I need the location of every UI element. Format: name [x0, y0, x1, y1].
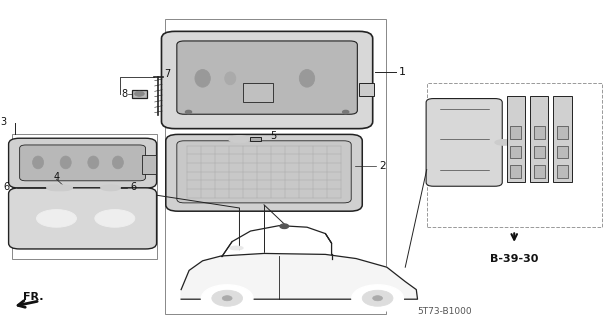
Ellipse shape: [95, 210, 135, 227]
Bar: [534, 165, 545, 178]
Circle shape: [362, 290, 393, 306]
Text: 2: 2: [379, 161, 386, 172]
Bar: [510, 146, 521, 158]
Ellipse shape: [60, 156, 71, 169]
Circle shape: [134, 91, 144, 96]
Circle shape: [352, 285, 403, 312]
Text: B-39-30: B-39-30: [490, 254, 538, 264]
Ellipse shape: [195, 69, 210, 87]
Ellipse shape: [228, 136, 251, 143]
Ellipse shape: [47, 185, 66, 191]
Text: 8: 8: [121, 89, 127, 99]
Text: 7: 7: [165, 68, 171, 79]
Ellipse shape: [225, 72, 236, 85]
Ellipse shape: [343, 110, 349, 114]
Bar: [534, 146, 545, 158]
Bar: [557, 146, 568, 158]
Ellipse shape: [230, 246, 243, 250]
Bar: [132, 90, 147, 98]
Bar: [530, 96, 548, 182]
FancyBboxPatch shape: [177, 141, 351, 203]
Bar: [250, 137, 261, 141]
Bar: [513, 140, 522, 144]
Bar: [359, 83, 374, 96]
Polygon shape: [181, 253, 418, 299]
Circle shape: [212, 290, 243, 306]
Ellipse shape: [101, 185, 120, 191]
Ellipse shape: [185, 110, 192, 114]
FancyBboxPatch shape: [161, 31, 373, 129]
Ellipse shape: [53, 185, 72, 191]
Text: 5T73-B1000: 5T73-B1000: [418, 308, 472, 316]
Bar: [534, 126, 545, 139]
Bar: [510, 165, 521, 178]
Ellipse shape: [37, 210, 76, 227]
Bar: [553, 96, 572, 182]
Bar: [557, 126, 568, 139]
Bar: [12, 134, 157, 259]
Bar: [165, 19, 386, 314]
Bar: [510, 126, 521, 139]
FancyBboxPatch shape: [9, 138, 157, 188]
FancyBboxPatch shape: [20, 145, 146, 181]
Bar: [243, 83, 273, 102]
Text: 6: 6: [3, 181, 9, 192]
FancyBboxPatch shape: [9, 188, 157, 249]
Circle shape: [280, 224, 289, 228]
Bar: [507, 96, 525, 182]
Circle shape: [373, 296, 383, 301]
Text: 4: 4: [53, 172, 60, 182]
Circle shape: [201, 285, 253, 312]
Text: 3: 3: [0, 116, 6, 127]
Text: 1: 1: [399, 67, 406, 77]
FancyBboxPatch shape: [166, 134, 362, 211]
Ellipse shape: [33, 156, 44, 169]
Ellipse shape: [88, 156, 99, 169]
Bar: [427, 83, 602, 227]
Bar: [557, 165, 568, 178]
Text: 6: 6: [130, 181, 136, 192]
Text: FR.: FR.: [23, 292, 44, 302]
Circle shape: [222, 296, 232, 301]
FancyBboxPatch shape: [426, 99, 502, 186]
Ellipse shape: [112, 156, 123, 169]
Bar: [142, 155, 156, 174]
Ellipse shape: [300, 69, 315, 87]
Text: 5: 5: [270, 131, 276, 141]
FancyBboxPatch shape: [177, 41, 357, 114]
Ellipse shape: [495, 140, 513, 145]
